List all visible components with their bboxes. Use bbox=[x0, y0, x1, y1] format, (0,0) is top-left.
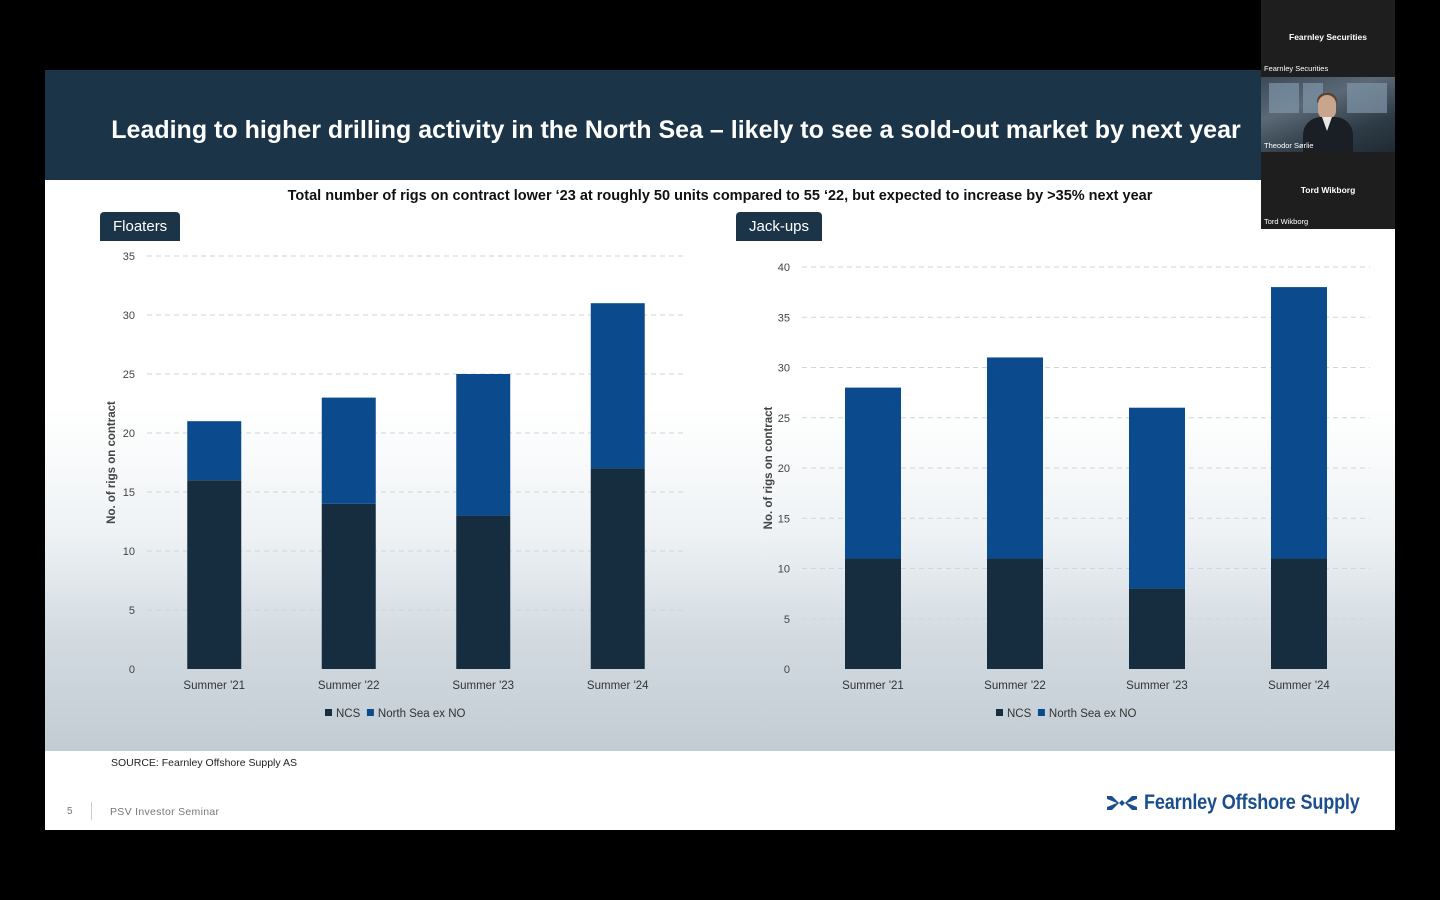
presentation-slide: Leading to higher drilling activity in t… bbox=[45, 70, 1395, 830]
logo-text: Fearnley Offshore Supply bbox=[1144, 791, 1360, 814]
bar-north-sea-ex-no bbox=[1129, 407, 1185, 589]
x-tick-label: Summer '22 bbox=[318, 680, 380, 692]
participant-caption: Theodor Sørlie bbox=[1264, 141, 1314, 150]
y-tick-label: 5 bbox=[129, 605, 135, 617]
y-axis-label: No. of rigs on contract bbox=[763, 406, 775, 529]
slide-subtitle: Total number of rigs on contract lower ‘… bbox=[287, 188, 1153, 204]
y-tick-label: 35 bbox=[123, 251, 135, 263]
bar-ncs bbox=[321, 503, 376, 669]
slide-header: Leading to higher drilling activity in t… bbox=[45, 70, 1395, 180]
bar-ncs bbox=[845, 558, 901, 669]
background-window bbox=[1347, 83, 1387, 113]
person-head bbox=[1318, 95, 1336, 119]
y-tick-label: 20 bbox=[778, 463, 790, 475]
legend-label: North Sea ex NO bbox=[1049, 708, 1137, 720]
bar-ncs bbox=[1129, 588, 1185, 669]
x-tick-label: Summer '23 bbox=[1126, 680, 1188, 692]
source-note: SOURCE: Fearnley Offshore Supply AS bbox=[111, 757, 297, 769]
y-tick-label: 15 bbox=[123, 487, 135, 499]
legend-swatch bbox=[996, 709, 1003, 716]
participant-caption: Fearnley Securities bbox=[1264, 64, 1329, 73]
y-tick-label: 35 bbox=[778, 312, 790, 324]
participant-tile-tord-wikborg[interactable]: Tord Wikborg Tord Wikborg bbox=[1261, 152, 1395, 229]
y-axis-label: No. of rigs on contract bbox=[106, 401, 118, 524]
legend-swatch bbox=[1037, 709, 1045, 716]
y-tick-label: 25 bbox=[123, 369, 135, 381]
y-tick-label: 25 bbox=[778, 413, 790, 425]
legend-swatch bbox=[325, 709, 332, 716]
y-tick-label: 5 bbox=[784, 614, 790, 626]
floaters-panel-tab: Floaters bbox=[100, 212, 181, 241]
fearnley-logo-icon bbox=[1107, 796, 1137, 810]
bar-ncs bbox=[456, 515, 511, 669]
x-tick-label: Summer '24 bbox=[1268, 680, 1330, 692]
x-tick-label: Summer '21 bbox=[842, 680, 904, 692]
bar-ncs bbox=[187, 480, 242, 669]
bar-ncs bbox=[590, 468, 645, 669]
legend-label: NCS bbox=[1007, 708, 1032, 720]
bar-north-sea-ex-no bbox=[456, 374, 511, 516]
page-number: 5 bbox=[67, 806, 73, 817]
legend-label: North Sea ex NO bbox=[378, 708, 466, 720]
legend-swatch bbox=[366, 709, 374, 716]
x-tick-label: Summer '23 bbox=[452, 680, 514, 692]
x-tick-label: Summer '22 bbox=[984, 680, 1046, 692]
participant-caption: Tord Wikborg bbox=[1264, 217, 1309, 226]
y-tick-label: 0 bbox=[129, 664, 135, 676]
y-tick-label: 10 bbox=[123, 546, 135, 558]
y-tick-label: 10 bbox=[778, 564, 790, 576]
bar-ncs bbox=[987, 558, 1043, 669]
participant-name: Fearnley Securities bbox=[1289, 32, 1367, 42]
footer-divider bbox=[91, 802, 92, 820]
bar-north-sea-ex-no bbox=[321, 397, 376, 504]
y-tick-label: 30 bbox=[123, 310, 135, 322]
floaters-chart: 0 5 10 15 20 25 30 35 No. of rigs on contract Sum… bbox=[106, 251, 685, 720]
y-tick-label: 40 bbox=[778, 262, 790, 274]
company-logo: Fearnley Offshore Supply bbox=[1107, 791, 1395, 815]
bar-north-sea-ex-no bbox=[845, 387, 901, 559]
bar-north-sea-ex-no bbox=[1271, 287, 1327, 559]
video-call-participants-panel: Fearnley Securities Fearnley Securities … bbox=[1261, 0, 1395, 229]
participant-name: Tord Wikborg bbox=[1300, 185, 1356, 195]
person-collar bbox=[1322, 117, 1332, 131]
slide-title: Leading to higher drilling activity in t… bbox=[111, 116, 1241, 144]
bar-north-sea-ex-no bbox=[590, 303, 645, 469]
participant-video-theodor[interactable]: Theodor Sørlie bbox=[1261, 77, 1395, 152]
x-tick-label: Summer '24 bbox=[587, 680, 649, 692]
background-window bbox=[1269, 83, 1299, 113]
x-tick-label: Summer '21 bbox=[183, 680, 245, 692]
bar-north-sea-ex-no bbox=[187, 421, 242, 481]
legend-label: NCS bbox=[336, 708, 361, 720]
y-tick-label: 0 bbox=[784, 664, 790, 676]
bar-north-sea-ex-no bbox=[987, 357, 1043, 559]
footer-label: PSV Investor Seminar bbox=[110, 806, 220, 818]
bar-ncs bbox=[1271, 558, 1327, 669]
y-tick-label: 30 bbox=[778, 363, 790, 375]
participant-tile-fearnley-securities[interactable]: Fearnley Securities Fearnley Securities bbox=[1261, 0, 1395, 76]
y-tick-label: 15 bbox=[778, 513, 790, 525]
jackups-panel-tab: Jack-ups bbox=[736, 212, 823, 241]
y-tick-label: 20 bbox=[123, 428, 135, 440]
jackups-chart: 0 5 10 15 20 25 30 35 40 No. of rigs on contract S… bbox=[763, 262, 1370, 720]
